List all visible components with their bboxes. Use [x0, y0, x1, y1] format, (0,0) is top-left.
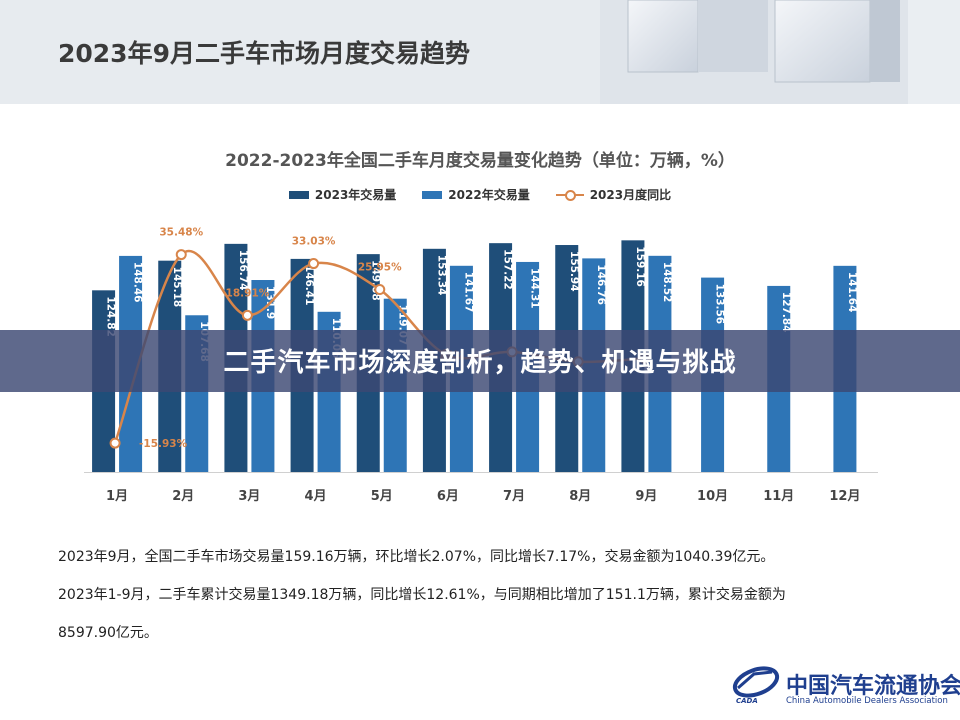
- point-yoy: [109, 437, 121, 449]
- cada-logo: CADA 中国汽车流通协会 China Automobile Dealers A…: [732, 664, 960, 710]
- line-label-yoy: 25.95%: [358, 262, 402, 274]
- legend-label-2022: 2022年交易量: [448, 188, 530, 202]
- bar-label-2022: 144.31: [529, 268, 541, 309]
- x-tick-label: 10月: [697, 489, 728, 504]
- bar-label-2023: 159.16: [634, 246, 646, 287]
- cubes-illustration: [600, 0, 960, 104]
- legend-label-2023: 2023年交易量: [314, 188, 397, 202]
- line-label-yoy: 33.03%: [292, 236, 336, 248]
- x-tick-label: 7月: [503, 489, 525, 504]
- x-tick-label: 3月: [238, 489, 260, 504]
- logo-en-name: China Automobile Dealers Association: [786, 696, 948, 706]
- x-tick-label: 5月: [371, 489, 393, 504]
- bar-label-2022: 133.56: [714, 284, 726, 325]
- summary-line-2: 2023年1-9月，二手车累计交易量1349.18万辆，同比增长12.61%，与…: [58, 587, 786, 603]
- legend-swatch-2023: [288, 190, 309, 199]
- logo-cn-name: 中国汽车流通协会: [786, 673, 960, 699]
- bar-label-2022: 148.46: [132, 262, 144, 303]
- x-tick-label: 8月: [569, 489, 591, 504]
- bar-label-2022: 146.76: [595, 264, 607, 305]
- x-tick-label: 4月: [305, 489, 327, 504]
- overlay-banner-text: 二手汽车市场深度剖析，趋势、机遇与挑战: [223, 348, 737, 378]
- bar-label-2022: 148.52: [661, 262, 673, 303]
- point-yoy: [374, 284, 386, 296]
- point-yoy: [308, 258, 320, 270]
- x-tick-label: 9月: [635, 489, 657, 504]
- bar-label-2023: 156.74: [237, 250, 249, 291]
- legend-item-2022: 2022年交易量: [422, 186, 530, 203]
- legend-item-2023: 2023年交易量: [288, 186, 397, 203]
- header-banner-image: 2023年9月二手车市场月度交易趋势: [0, 0, 960, 104]
- bar-label-2023: 124.82: [105, 296, 117, 337]
- x-tick-label: 12月: [829, 489, 860, 504]
- line-label-yoy: 18.91%: [226, 287, 270, 299]
- logo-abbr: CADA: [736, 697, 758, 705]
- x-tick-label: 2月: [172, 489, 194, 504]
- point-yoy: [175, 249, 187, 261]
- legend-swatch-2022: [422, 190, 443, 199]
- summary-line-3: 8597.90亿元。: [58, 625, 158, 641]
- legend-label-yoy: 2023月度同比: [589, 188, 672, 202]
- chart-title: 2022-2023年全国二手车月度交易量变化趋势（单位：万辆，%）: [225, 151, 735, 171]
- x-tick-label: 6月: [437, 489, 459, 504]
- chart-legend: 2023年交易量 2022年交易量 2023月度同比: [0, 186, 960, 203]
- legend-item-yoy: 2023月度同比: [555, 186, 672, 203]
- cada-logo-icon: [732, 666, 780, 698]
- x-tick-label: 11月: [763, 489, 794, 504]
- line-label-yoy: -15.93%: [139, 438, 188, 450]
- x-tick-label: 1月: [106, 489, 128, 504]
- bar-label-2023: 145.18: [171, 267, 183, 308]
- bar-label-2022: 141.67: [462, 272, 474, 313]
- bar-label-2023: 155.94: [568, 251, 580, 292]
- point-yoy: [241, 309, 253, 321]
- bar-label-2023: 146.41: [303, 265, 315, 306]
- bar-label-2022: 141.64: [846, 272, 858, 313]
- bar-label-2022: 127.84: [780, 292, 792, 333]
- bar-label-2023: 153.34: [435, 255, 447, 296]
- summary-line-1: 2023年9月，全国二手车市场交易量159.16万辆，环比增长2.07%，同比增…: [58, 549, 775, 565]
- overlay-banner: [0, 330, 960, 392]
- line-label-yoy: 35.48%: [159, 227, 203, 239]
- bar-label-2023: 157.22: [502, 249, 514, 290]
- legend-swatch-yoy: [555, 189, 584, 201]
- page-title: 2023年9月二手车市场月度交易趋势: [58, 39, 470, 68]
